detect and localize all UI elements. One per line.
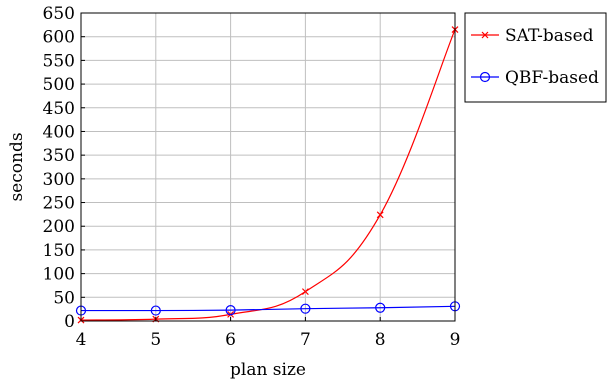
data-point-qbf-based (150, 305, 161, 316)
series-line-qbf-based (80, 305, 456, 312)
grid-lines (80, 12, 456, 322)
axis-ticks: 4 5 6 7 8 9 0 50 100 150 200 250 300 350 400 450 500 550 6… (43, 4, 461, 350)
y-tick-label: 100 (43, 265, 75, 285)
data-point-sat-based (301, 288, 309, 296)
x-tick-label: 4 (76, 330, 87, 350)
data-point-qbf-based (225, 305, 236, 316)
series-line-sat-based (80, 29, 456, 321)
y-tick-label: 650 (43, 4, 75, 24)
y-tick-label: 550 (43, 51, 75, 71)
y-tick-label: 450 (43, 99, 75, 119)
y-tick-label: 500 (43, 75, 75, 95)
data-point-qbf-based (375, 302, 386, 313)
y-tick-label: 200 (43, 217, 75, 237)
x-tick-label: 9 (450, 330, 461, 350)
legend-entry-sat-based: SAT-based (471, 26, 594, 46)
x-tick-label: 6 (225, 330, 236, 350)
legend-entry-qbf-based: QBF-based (471, 68, 599, 88)
plot-frame (80, 12, 456, 322)
legend-marker-sat-based (481, 31, 489, 39)
legend-label-sat-based: SAT-based (505, 26, 594, 46)
x-tick-label: 7 (300, 330, 311, 350)
y-tick-label: 50 (53, 288, 75, 308)
x-tick-label: 8 (375, 330, 386, 350)
y-axis-title: seconds (7, 132, 27, 201)
y-tick-label: 0 (64, 312, 75, 332)
data-point-sat-based (376, 211, 384, 219)
series-layer (75, 26, 461, 324)
y-tick-label: 400 (43, 122, 75, 142)
legend-marker-qbf-based (479, 71, 491, 83)
legend-box (464, 12, 607, 103)
y-tick-label: 250 (43, 194, 75, 214)
x-axis-title: plan size (230, 360, 306, 380)
y-tick-label: 150 (43, 241, 75, 261)
data-point-qbf-based (300, 303, 311, 314)
legend: SAT-based QBF-based (464, 12, 607, 103)
y-tick-label: 350 (43, 146, 75, 166)
legend-label-qbf-based: QBF-based (505, 68, 599, 88)
x-tick-label: 5 (150, 330, 161, 350)
y-tick-label: 300 (43, 170, 75, 190)
y-tick-label: 600 (43, 28, 75, 48)
